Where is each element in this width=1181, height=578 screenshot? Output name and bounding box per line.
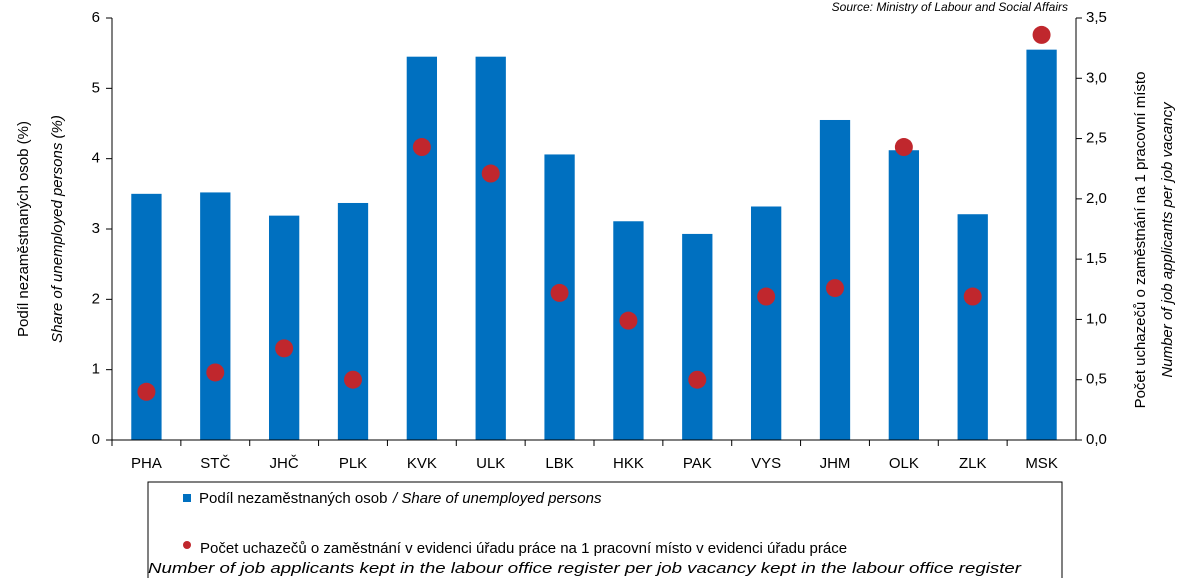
x-tick-label: PAK <box>683 455 712 472</box>
y2-tick-label: 0,5 <box>1086 371 1107 388</box>
legend-swatch <box>183 494 191 502</box>
dot <box>206 363 225 382</box>
x-tick-label: LBK <box>545 455 573 472</box>
legend-label-en: / Share of unemployed persons <box>392 490 602 507</box>
bar <box>613 221 644 440</box>
bar <box>682 233 713 440</box>
bar <box>750 206 782 440</box>
x-tick-label: PLK <box>339 455 367 472</box>
y2-tick-label: 3,0 <box>1086 69 1107 86</box>
y2-axis-label: Počet uchazečů o zaměstnání na 1 pracovn… <box>1132 72 1149 409</box>
y-tick-label: 3 <box>92 220 100 237</box>
x-tick-label: PHA <box>131 455 162 472</box>
bar <box>268 215 300 440</box>
y2-tick-label: 3,5 <box>1086 9 1107 26</box>
x-tick-label: OLK <box>889 455 919 472</box>
dot <box>826 279 844 298</box>
y-tick-label: 0 <box>92 431 100 448</box>
y2-axis-label-en: Number of job applicants per job vacancy <box>1159 101 1176 378</box>
dot <box>481 164 500 183</box>
bar <box>131 193 162 440</box>
bar <box>337 202 369 440</box>
legend-label: Počet uchazečů o zaměstnání v evidenci ú… <box>200 540 847 557</box>
x-tick-label: ULK <box>476 455 505 472</box>
dot <box>619 311 638 330</box>
dot <box>688 370 707 389</box>
legend-box <box>147 481 1063 578</box>
y2-tick-label: 2,5 <box>1086 130 1107 147</box>
y2-tick-label: 1,0 <box>1086 310 1107 327</box>
dot <box>963 287 982 306</box>
dot <box>894 138 913 157</box>
legend-swatch <box>183 541 191 549</box>
x-tick-label: STČ <box>200 455 230 472</box>
y2-tick-label: 1,5 <box>1086 250 1107 267</box>
legend-label: Podíl nezaměstnaných osob <box>199 490 387 507</box>
y-axis-label-en: Share of unemployed persons (%) <box>49 115 66 343</box>
y-tick-label: 6 <box>92 9 100 26</box>
source: Source: Ministry of Labour and Social Af… <box>832 0 1068 14</box>
y-tick-label: 1 <box>92 361 100 378</box>
bar <box>957 214 988 440</box>
bar <box>1026 49 1057 441</box>
y-tick-label: 4 <box>92 150 100 167</box>
y-tick-label: 5 <box>92 79 100 96</box>
y2-tick-label: 2,0 <box>1086 190 1107 207</box>
dot <box>344 370 362 389</box>
bar <box>475 56 506 440</box>
dot <box>412 138 431 157</box>
x-tick-label: JHM <box>820 455 851 472</box>
dot <box>137 382 156 401</box>
x-tick-label: MSK <box>1025 455 1058 472</box>
x-tick-label: HKK <box>613 455 644 472</box>
x-tick-label: ZLK <box>959 455 987 472</box>
bar <box>200 192 231 440</box>
bar <box>888 150 920 440</box>
x-tick-label: KVK <box>407 455 437 472</box>
dot <box>757 287 776 306</box>
y-axis-label: Podíl nezaměstnaných osob (%) <box>15 121 32 337</box>
y-tick-label: 2 <box>92 290 100 307</box>
y2-tick-label: 0,0 <box>1086 431 1107 448</box>
bar <box>406 56 438 440</box>
dot <box>1032 25 1051 44</box>
dot <box>275 339 294 358</box>
x-tick-label: JHČ <box>270 455 299 472</box>
legend-label-en: Number of job applicants kept in the lab… <box>148 560 1022 577</box>
x-tick-label: VYS <box>751 455 781 472</box>
dot <box>550 283 569 302</box>
